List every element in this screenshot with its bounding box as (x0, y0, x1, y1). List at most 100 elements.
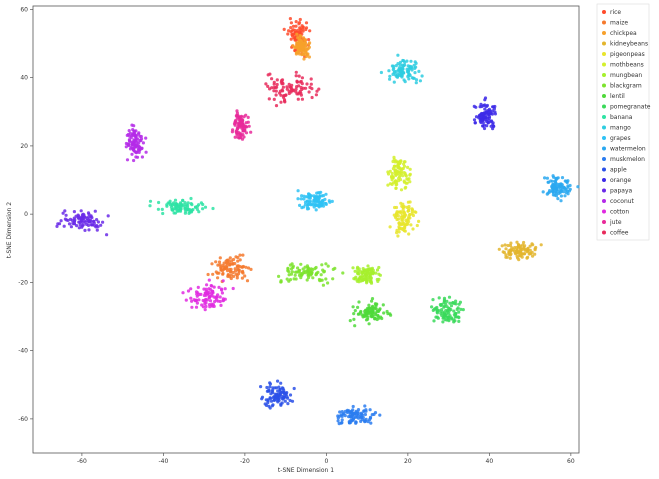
point-maize (217, 260, 222, 264)
legend-label-jute: jute (609, 219, 622, 226)
point-maize (233, 267, 237, 271)
point-rice (299, 27, 303, 31)
point-blackgram (296, 266, 300, 270)
point-mango (414, 65, 418, 69)
point-pigeonpeas (394, 211, 399, 216)
legend-label-mungbean: mungbean (610, 72, 642, 79)
point-muskmelon (351, 404, 355, 409)
point-pomegranate (449, 308, 453, 312)
point-mango (414, 61, 418, 65)
point-orange (474, 115, 479, 119)
point-pomegranate (442, 315, 446, 319)
point-coconut (136, 137, 140, 141)
point-rice (289, 37, 293, 41)
point-blackgram (301, 267, 305, 271)
point-banana (174, 201, 178, 206)
point-grapes (316, 191, 320, 195)
point-mungbean (374, 271, 378, 275)
point-rice (291, 28, 295, 32)
point-muskmelon (363, 412, 367, 417)
series-watermelon (541, 174, 580, 203)
point-coconut (125, 158, 130, 162)
point-watermelon (545, 176, 550, 180)
point-lentil (370, 297, 375, 301)
point-cotton (208, 305, 212, 309)
point-coconut (134, 135, 138, 139)
x-tick-label: 40 (486, 458, 494, 465)
point-mango (400, 75, 404, 79)
point-muskmelon (364, 417, 368, 421)
point-kidneybeans (501, 250, 505, 254)
point-jute (244, 121, 248, 125)
point-mothbeans (386, 170, 390, 174)
legend-marker-mungbean (602, 73, 606, 77)
point-cotton (181, 291, 185, 295)
point-rice (289, 21, 293, 25)
point-blackgram (311, 276, 315, 280)
point-papaya (87, 220, 91, 224)
legend-marker-maize (602, 20, 606, 25)
point-kidneybeans (539, 243, 543, 247)
point-blackgram (291, 264, 295, 268)
point-grapes (321, 204, 326, 208)
point-mothbeans (394, 180, 399, 184)
plot-frame (32, 5, 580, 454)
point-chickpea (301, 52, 306, 57)
series-coffee (264, 70, 321, 108)
point-coffee (300, 97, 304, 101)
point-banana (201, 207, 205, 211)
point-papaya (56, 222, 60, 226)
point-grapes (296, 197, 300, 201)
point-banana (183, 207, 187, 211)
point-papaya (101, 220, 105, 224)
point-banana (181, 198, 185, 203)
point-mothbeans (398, 161, 402, 166)
point-coffee (292, 89, 296, 93)
point-papaya (72, 222, 76, 226)
point-muskmelon (336, 414, 340, 418)
point-maize (224, 259, 228, 263)
point-papaya (79, 209, 83, 213)
series-grapes (296, 189, 334, 212)
point-coffee (310, 95, 314, 100)
point-muskmelon (369, 421, 373, 425)
legend-marker-pomegranate (602, 104, 606, 109)
legend-marker-jute (602, 220, 606, 224)
legend-label-maize: maize (610, 20, 628, 27)
point-mango (414, 81, 418, 85)
point-coffee (300, 76, 304, 80)
point-pigeonpeas (397, 221, 401, 225)
point-lentil (353, 324, 357, 328)
point-muskmelon (341, 412, 345, 416)
point-coconut (140, 147, 144, 151)
point-apple (284, 391, 288, 396)
legend-marker-chickpea (602, 31, 606, 35)
legend-label-coffee: coffee (610, 230, 629, 237)
y-tick-label: 20 (20, 143, 28, 150)
point-cotton (204, 304, 208, 309)
point-watermelon (551, 193, 556, 197)
point-banana (170, 207, 174, 212)
point-muskmelon (352, 416, 356, 420)
point-rice (286, 32, 290, 36)
series-papaya (55, 209, 110, 237)
point-orange (482, 115, 486, 119)
point-lentil (374, 304, 378, 308)
point-maize (218, 256, 222, 260)
point-mango (405, 59, 409, 63)
point-jute (234, 121, 238, 125)
point-maize (238, 253, 242, 257)
point-apple (292, 386, 296, 391)
point-maize (231, 257, 236, 262)
legend-label-coconut: coconut (610, 198, 635, 205)
point-rice (294, 20, 298, 24)
point-rice (287, 29, 291, 33)
point-orange (473, 121, 477, 125)
point-banana (188, 210, 192, 214)
y-tick-label: 0 (24, 211, 28, 218)
point-grapes (303, 203, 307, 207)
point-mothbeans (390, 174, 394, 178)
point-apple (279, 391, 283, 395)
x-tick-label: 60 (567, 458, 575, 465)
point-kidneybeans (531, 243, 535, 247)
